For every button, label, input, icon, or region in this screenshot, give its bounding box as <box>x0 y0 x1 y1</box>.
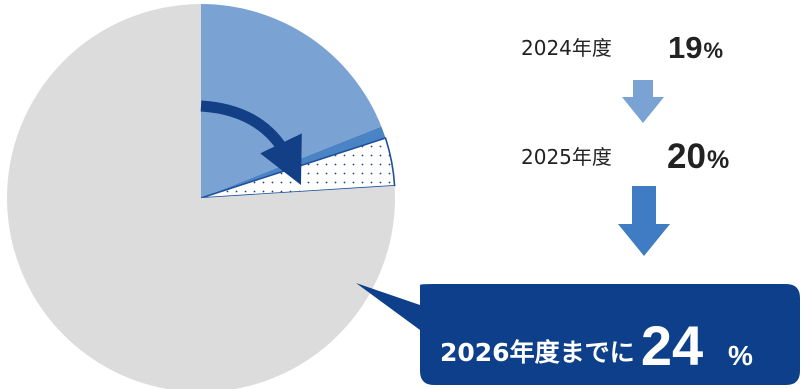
value-2025: 20% <box>667 137 729 176</box>
callout-percent: % <box>728 340 753 371</box>
callout-value: 24 <box>641 314 703 377</box>
timeline-2025: 2025年度 20% <box>521 137 729 176</box>
down-arrow-icon <box>618 186 670 256</box>
callout-label: 2026年度までに <box>440 338 635 367</box>
callout-number: 24 <box>641 314 703 377</box>
pie-slice-1 <box>201 4 382 198</box>
callout-unit: % <box>728 340 753 371</box>
callout-text: 2026年度までに <box>440 338 635 367</box>
year-label-2024: 2024年度 <box>521 36 612 60</box>
pie-chart <box>7 4 396 389</box>
year-label-2025: 2025年度 <box>521 145 612 169</box>
value-unit-2025: % <box>707 146 729 174</box>
pie-slice-4 <box>7 4 395 389</box>
down-arrow-icon <box>622 80 664 123</box>
value-unit-2024: % <box>703 38 723 63</box>
callout-shape <box>356 283 800 385</box>
callout-bubble: 2026年度までに 24 % <box>356 283 800 385</box>
value-number-2025: 20 <box>667 137 706 176</box>
value-2024: 19% <box>668 30 723 65</box>
timeline-2024: 2024年度 19% <box>521 30 723 65</box>
value-number-2024: 19 <box>668 30 702 65</box>
curved-arrow-icon <box>200 100 302 185</box>
